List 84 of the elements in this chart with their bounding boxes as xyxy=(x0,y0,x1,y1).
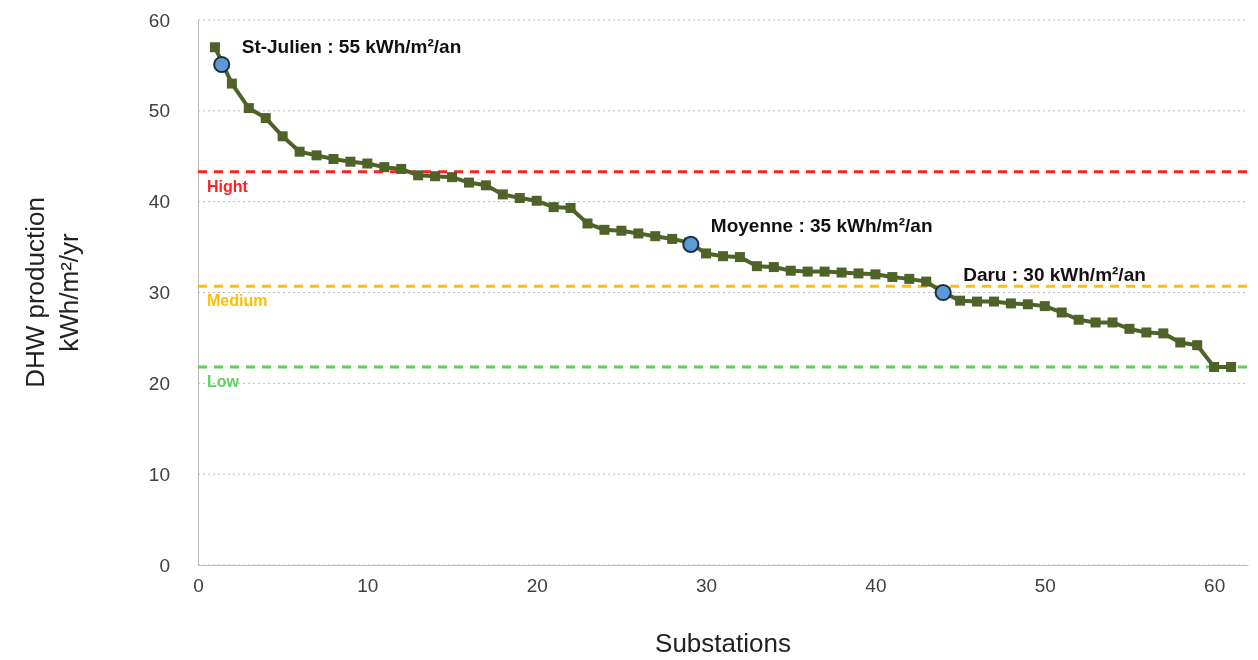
point xyxy=(1158,328,1169,339)
point xyxy=(1039,301,1050,312)
point xyxy=(582,218,593,229)
point xyxy=(904,273,915,284)
point xyxy=(379,162,390,173)
point xyxy=(463,177,474,188)
annotation: Moyenne : 35 kWh/m²/an xyxy=(710,215,933,237)
point xyxy=(1107,317,1118,328)
point xyxy=(345,156,356,167)
x-tick-label: 60 xyxy=(1204,575,1226,597)
point xyxy=(955,295,966,306)
point xyxy=(718,251,728,262)
point xyxy=(734,252,745,263)
y-tick-label: 60 xyxy=(148,9,170,31)
point xyxy=(802,266,813,277)
annotation: St-Julien : 55 kWh/m²/an xyxy=(241,35,462,57)
point xyxy=(751,261,762,272)
x-tick-label: 50 xyxy=(1034,575,1056,597)
point xyxy=(1022,299,1033,310)
point xyxy=(447,172,458,183)
point xyxy=(213,55,231,74)
x-tick-label: 40 xyxy=(865,575,887,597)
point xyxy=(701,248,712,259)
point xyxy=(277,131,288,142)
y-tick-label: 10 xyxy=(148,463,170,485)
point xyxy=(667,233,678,244)
y-axis-title: DHW production kWh/m²/yr xyxy=(20,197,84,388)
annotation: Daru : 30 kWh/m²/an xyxy=(963,263,1146,285)
point xyxy=(1192,340,1203,351)
point xyxy=(311,150,322,161)
y-tick-label: 30 xyxy=(148,282,170,304)
point xyxy=(934,283,952,302)
point xyxy=(887,272,898,283)
y-tick-label: 40 xyxy=(148,191,170,213)
point xyxy=(819,266,830,277)
ref-line-label: Hight xyxy=(207,177,249,195)
x-tick-label: 10 xyxy=(357,575,379,597)
x-tick-label: 20 xyxy=(526,575,548,597)
point xyxy=(480,180,491,191)
point xyxy=(565,203,576,214)
point xyxy=(682,235,700,253)
x-tick-label: 30 xyxy=(695,575,718,597)
x-tick-label: 0 xyxy=(193,575,204,597)
point xyxy=(768,262,779,273)
point xyxy=(294,146,305,157)
point xyxy=(430,171,441,182)
point xyxy=(921,276,932,287)
point xyxy=(514,193,525,204)
point xyxy=(413,170,424,181)
point xyxy=(209,42,220,53)
point xyxy=(548,202,559,213)
x-axis-title: Substations xyxy=(655,628,791,658)
point xyxy=(1005,298,1016,309)
point xyxy=(616,225,627,236)
y-tick-label: 20 xyxy=(148,372,170,394)
point xyxy=(1090,317,1101,328)
point xyxy=(836,267,847,278)
point xyxy=(497,189,508,200)
ref-line-label: Low xyxy=(207,372,240,390)
point xyxy=(362,158,373,169)
point xyxy=(988,296,999,307)
point xyxy=(1056,307,1067,318)
y-tick-label: 0 xyxy=(159,554,170,576)
point xyxy=(260,113,271,124)
ref-line-label: Medium xyxy=(207,292,268,310)
point xyxy=(870,269,881,280)
point xyxy=(396,163,407,174)
point xyxy=(633,228,644,239)
point xyxy=(226,78,237,89)
point xyxy=(531,195,542,206)
y-tick-label: 50 xyxy=(148,100,170,122)
point xyxy=(1175,337,1186,348)
point xyxy=(853,268,864,279)
point xyxy=(599,224,610,235)
point xyxy=(785,265,796,276)
point xyxy=(1073,314,1084,325)
point xyxy=(1226,361,1237,372)
point xyxy=(1124,323,1135,334)
point xyxy=(328,153,339,164)
point xyxy=(243,103,254,114)
point xyxy=(1209,361,1220,372)
point xyxy=(972,296,983,307)
point xyxy=(1141,327,1152,338)
point xyxy=(650,231,661,242)
